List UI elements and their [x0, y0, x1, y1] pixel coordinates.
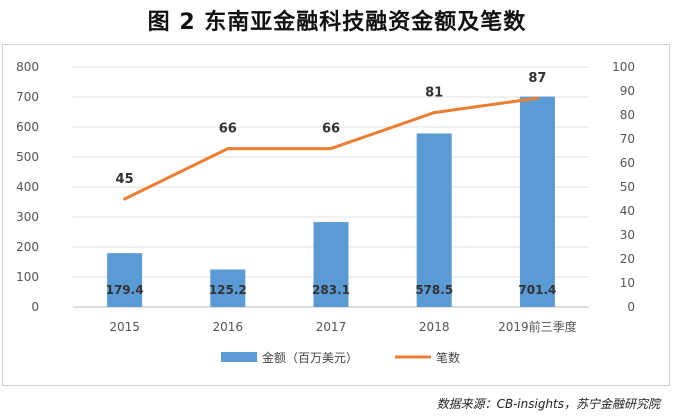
right-axis-tick: 60	[620, 156, 635, 170]
right-axis-tick: 100	[612, 60, 635, 74]
x-axis-tick: 2016	[213, 320, 244, 334]
bar-data-label: 701.4	[518, 283, 556, 297]
right-axis-tick: 30	[620, 228, 635, 242]
left-axis-tick: 700	[16, 90, 39, 104]
line-data-label: 81	[425, 86, 443, 101]
legend-label-amount: 金额（百万美元）	[262, 350, 358, 365]
bar-data-label: 125.2	[209, 283, 247, 297]
left-axis-tick: 800	[16, 60, 39, 74]
line-data-label: 45	[116, 172, 134, 187]
chart-frame: 0 100 200 300 400 500 600 700 800 0 10 20 30 40 50 60 70…	[2, 44, 670, 386]
right-axis-tick: 80	[620, 108, 635, 122]
right-axis-tick: 40	[620, 204, 635, 218]
x-axis-tick: 2017	[316, 320, 347, 334]
x-axis-tick: 2015	[109, 320, 140, 334]
right-axis-tick: 50	[620, 180, 635, 194]
chart-title: 图 2 东南亚金融科技融资金额及笔数	[147, 10, 527, 35]
legend-label-count: 笔数	[436, 350, 460, 365]
right-axis-tick: 0	[627, 300, 635, 314]
line-point	[123, 197, 127, 201]
line-data-label: 87	[528, 71, 546, 86]
line-point	[329, 147, 333, 151]
line-point	[535, 96, 539, 100]
left-axis-tick: 400	[16, 180, 39, 194]
bar-data-label: 283.1	[312, 283, 350, 297]
legend-swatch-amount	[221, 352, 257, 362]
bar-2019前三季度	[519, 96, 555, 307]
line-data-label: 66	[322, 122, 340, 137]
line-point	[226, 147, 230, 151]
left-axis-tick: 500	[16, 150, 39, 164]
left-axis-tick: 600	[16, 120, 39, 134]
left-axis-tick: 200	[16, 240, 39, 254]
right-axis-tick: 90	[620, 84, 635, 98]
x-axis-tick: 2019前三季度	[498, 319, 577, 334]
left-axis-tick: 300	[16, 210, 39, 224]
bar-2017	[313, 222, 349, 307]
right-axis-tick: 70	[620, 132, 635, 146]
bar-data-label: 578.5	[415, 283, 453, 297]
line-data-label: 66	[219, 122, 237, 137]
left-axis-tick: 0	[31, 300, 39, 314]
x-axis-tick: 2018	[419, 320, 450, 334]
source-note: 数据来源：CB-insights，苏宁金融研究院	[436, 397, 660, 411]
bar-data-label: 179.4	[106, 283, 144, 297]
bar-2016	[210, 269, 246, 307]
left-axis-tick: 100	[16, 270, 39, 284]
bar-2018	[416, 133, 452, 307]
line-point	[432, 111, 436, 115]
bar-2015	[107, 253, 143, 307]
combo-chart: 0 100 200 300 400 500 600 700 800 0 10 20 30 40 50 60 70…	[16, 60, 635, 365]
right-axis-tick: 20	[620, 252, 635, 266]
right-axis-tick: 10	[620, 276, 635, 290]
